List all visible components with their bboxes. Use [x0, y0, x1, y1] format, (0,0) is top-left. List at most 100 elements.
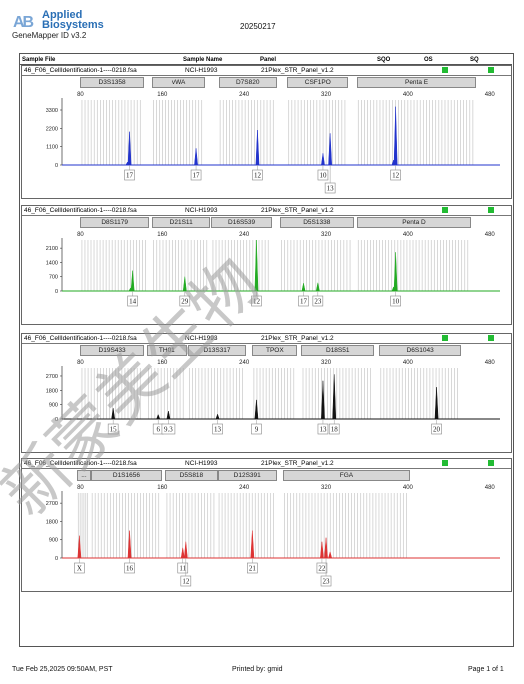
allele-call-label: 17: [126, 172, 134, 180]
allele-call-label: 17: [193, 172, 201, 180]
allele-call-label: 9.3: [164, 426, 173, 434]
allele-call-box: [390, 295, 401, 307]
allele-call-label: 13: [214, 426, 222, 434]
trace-peak: [254, 399, 259, 420]
marker-pentae-label: Penta E: [356, 77, 477, 88]
allele-call-label: 9: [255, 426, 259, 434]
x-tick-label: 320: [321, 92, 332, 98]
sample-name: NCI-H1993: [185, 207, 218, 214]
allele-call-box: [312, 295, 324, 307]
marker-pentad-label: Penta D: [356, 217, 472, 228]
allele-call-box: [431, 423, 442, 435]
logo-line2: Biosystems: [42, 19, 104, 31]
trace-peak: [130, 270, 135, 292]
sample-file: 46_F06_CellIdentification-1----0218.fsa: [24, 335, 137, 342]
x-tick-label: 80: [77, 92, 84, 98]
allele-call-box: [247, 562, 258, 574]
marker-d13s317-label: D13S317: [187, 345, 247, 356]
sq-status-indicator: [488, 335, 494, 341]
allele-call-box: [177, 562, 189, 574]
trace-peak: [321, 380, 325, 420]
sample-info-row: 46_F06_CellIdentification-1----0218.fsa N…: [22, 206, 511, 216]
col-os: OS: [424, 57, 433, 63]
os-status-indicator: [442, 335, 448, 341]
allele-call-box: [190, 169, 202, 181]
allele-call-label: 16: [126, 565, 134, 573]
x-tick-label: 160: [157, 232, 168, 238]
marker-d3s1358-label: D3S1358: [80, 77, 144, 88]
trace-peak: [128, 287, 133, 292]
sq-status-indicator: [488, 460, 494, 466]
y-tick-label: 900: [49, 403, 58, 409]
x-tick-label: 480: [485, 232, 496, 238]
allele-call-label: 18: [331, 426, 339, 434]
allele-call-box: [324, 182, 336, 194]
marker-csf1po-label: CSF1PO: [287, 77, 349, 88]
marker-fga-label: FGA: [283, 470, 410, 481]
allele-call-label: 11: [179, 565, 186, 573]
sample-file: 46_F06_CellIdentification-1----0218.fsa: [24, 67, 137, 74]
trace-plot: 80 160 240 320 400 480 2700 1800 900 0 15 6 9.3 13 9 13…: [46, 360, 500, 435]
page-number: Page 1 of 1: [468, 666, 504, 673]
logo-line1: Applied: [42, 9, 83, 21]
trace-peak: [332, 374, 337, 420]
allele-call-label: 21: [249, 565, 257, 573]
x-tick-label: 80: [77, 232, 84, 238]
y-tick-label: 3300: [46, 108, 58, 114]
marker-tpox-label: TPOX: [252, 345, 298, 356]
x-tick-label: 400: [403, 92, 414, 98]
trace-peak: [183, 541, 188, 559]
allele-call-box: [180, 575, 192, 587]
allele-call-box: [124, 169, 135, 181]
x-tick-label: 320: [321, 360, 332, 366]
trace-peak: [194, 148, 198, 166]
allele-call-box: [161, 423, 176, 435]
allele-call-label: 23: [314, 298, 322, 306]
allele-call-box: [320, 575, 332, 587]
allele-call-label: 12: [253, 298, 261, 306]
electropherogram-panel-1: 46_F06_CellIdentification-1----0218.fsa N…: [21, 65, 512, 199]
x-tick-label: 160: [157, 360, 168, 366]
y-tick-label: 0: [55, 556, 58, 562]
y-tick-label: 1800: [46, 519, 58, 525]
x-tick-label: 240: [239, 232, 250, 238]
x-tick-label: 400: [403, 232, 414, 238]
col-panel: Panel: [260, 57, 277, 63]
col-sample-name: Sample Name: [183, 57, 223, 63]
col-sq: SQ: [470, 57, 479, 63]
trace-plot: 80 160 240 320 400 480 3300 2200 1100 0 17 17 12 1013…: [46, 92, 500, 194]
trace-peak: [180, 547, 185, 559]
marker-th01-label: TH01: [146, 345, 187, 356]
report-date: 20250217: [240, 22, 276, 31]
print-timestamp: Tue Feb 25,2025 09:50AM, PST: [12, 666, 113, 673]
sample-file: 46_F06_CellIdentification-1----0218.fsa: [24, 460, 137, 467]
x-tick-label: 160: [157, 485, 168, 491]
marker-d18s51-label: D18S51: [301, 345, 375, 356]
allele-call-box: [107, 423, 119, 435]
allele-call-box: [251, 295, 262, 307]
allele-call-label: 17: [300, 298, 308, 306]
allele-call-label: 12: [254, 172, 262, 180]
ab-logo-icon: AB: [12, 10, 40, 32]
allele-call-label: 20: [433, 426, 441, 434]
marker-d5s818-label: D5S818: [165, 470, 218, 481]
sample-info-row: 46_F06_CellIdentification-1----0218.fsa N…: [22, 66, 511, 76]
trace-plot: 80 160 240 320 400 480 2100 1400 700 0 14 29 12 17 23 1…: [46, 232, 500, 307]
allele-call-label: 10: [319, 172, 327, 180]
allele-call-box: [74, 562, 85, 574]
trace-peak: [321, 153, 325, 166]
header-divider: [19, 64, 512, 65]
allele-call-label: X: [77, 565, 82, 573]
trace-peak: [391, 286, 396, 292]
sample-panel: 21Plex_STR_Panel_v1.2: [261, 67, 334, 74]
y-tick-label: 900: [49, 538, 58, 544]
trace-peak: [393, 106, 398, 166]
marker-bins-row: ... D1S1656 D5S818 D12S391 FGA: [22, 470, 511, 481]
allele-call-label: 6: [156, 426, 160, 434]
trace-peak: [156, 413, 161, 420]
marker-d16s539-label: D16S539: [211, 217, 272, 228]
marker-d8s1179-label: D8S1179: [80, 217, 149, 228]
x-tick-label: 80: [77, 485, 84, 491]
marker-d1s1656-label: D1S1656: [90, 470, 163, 481]
